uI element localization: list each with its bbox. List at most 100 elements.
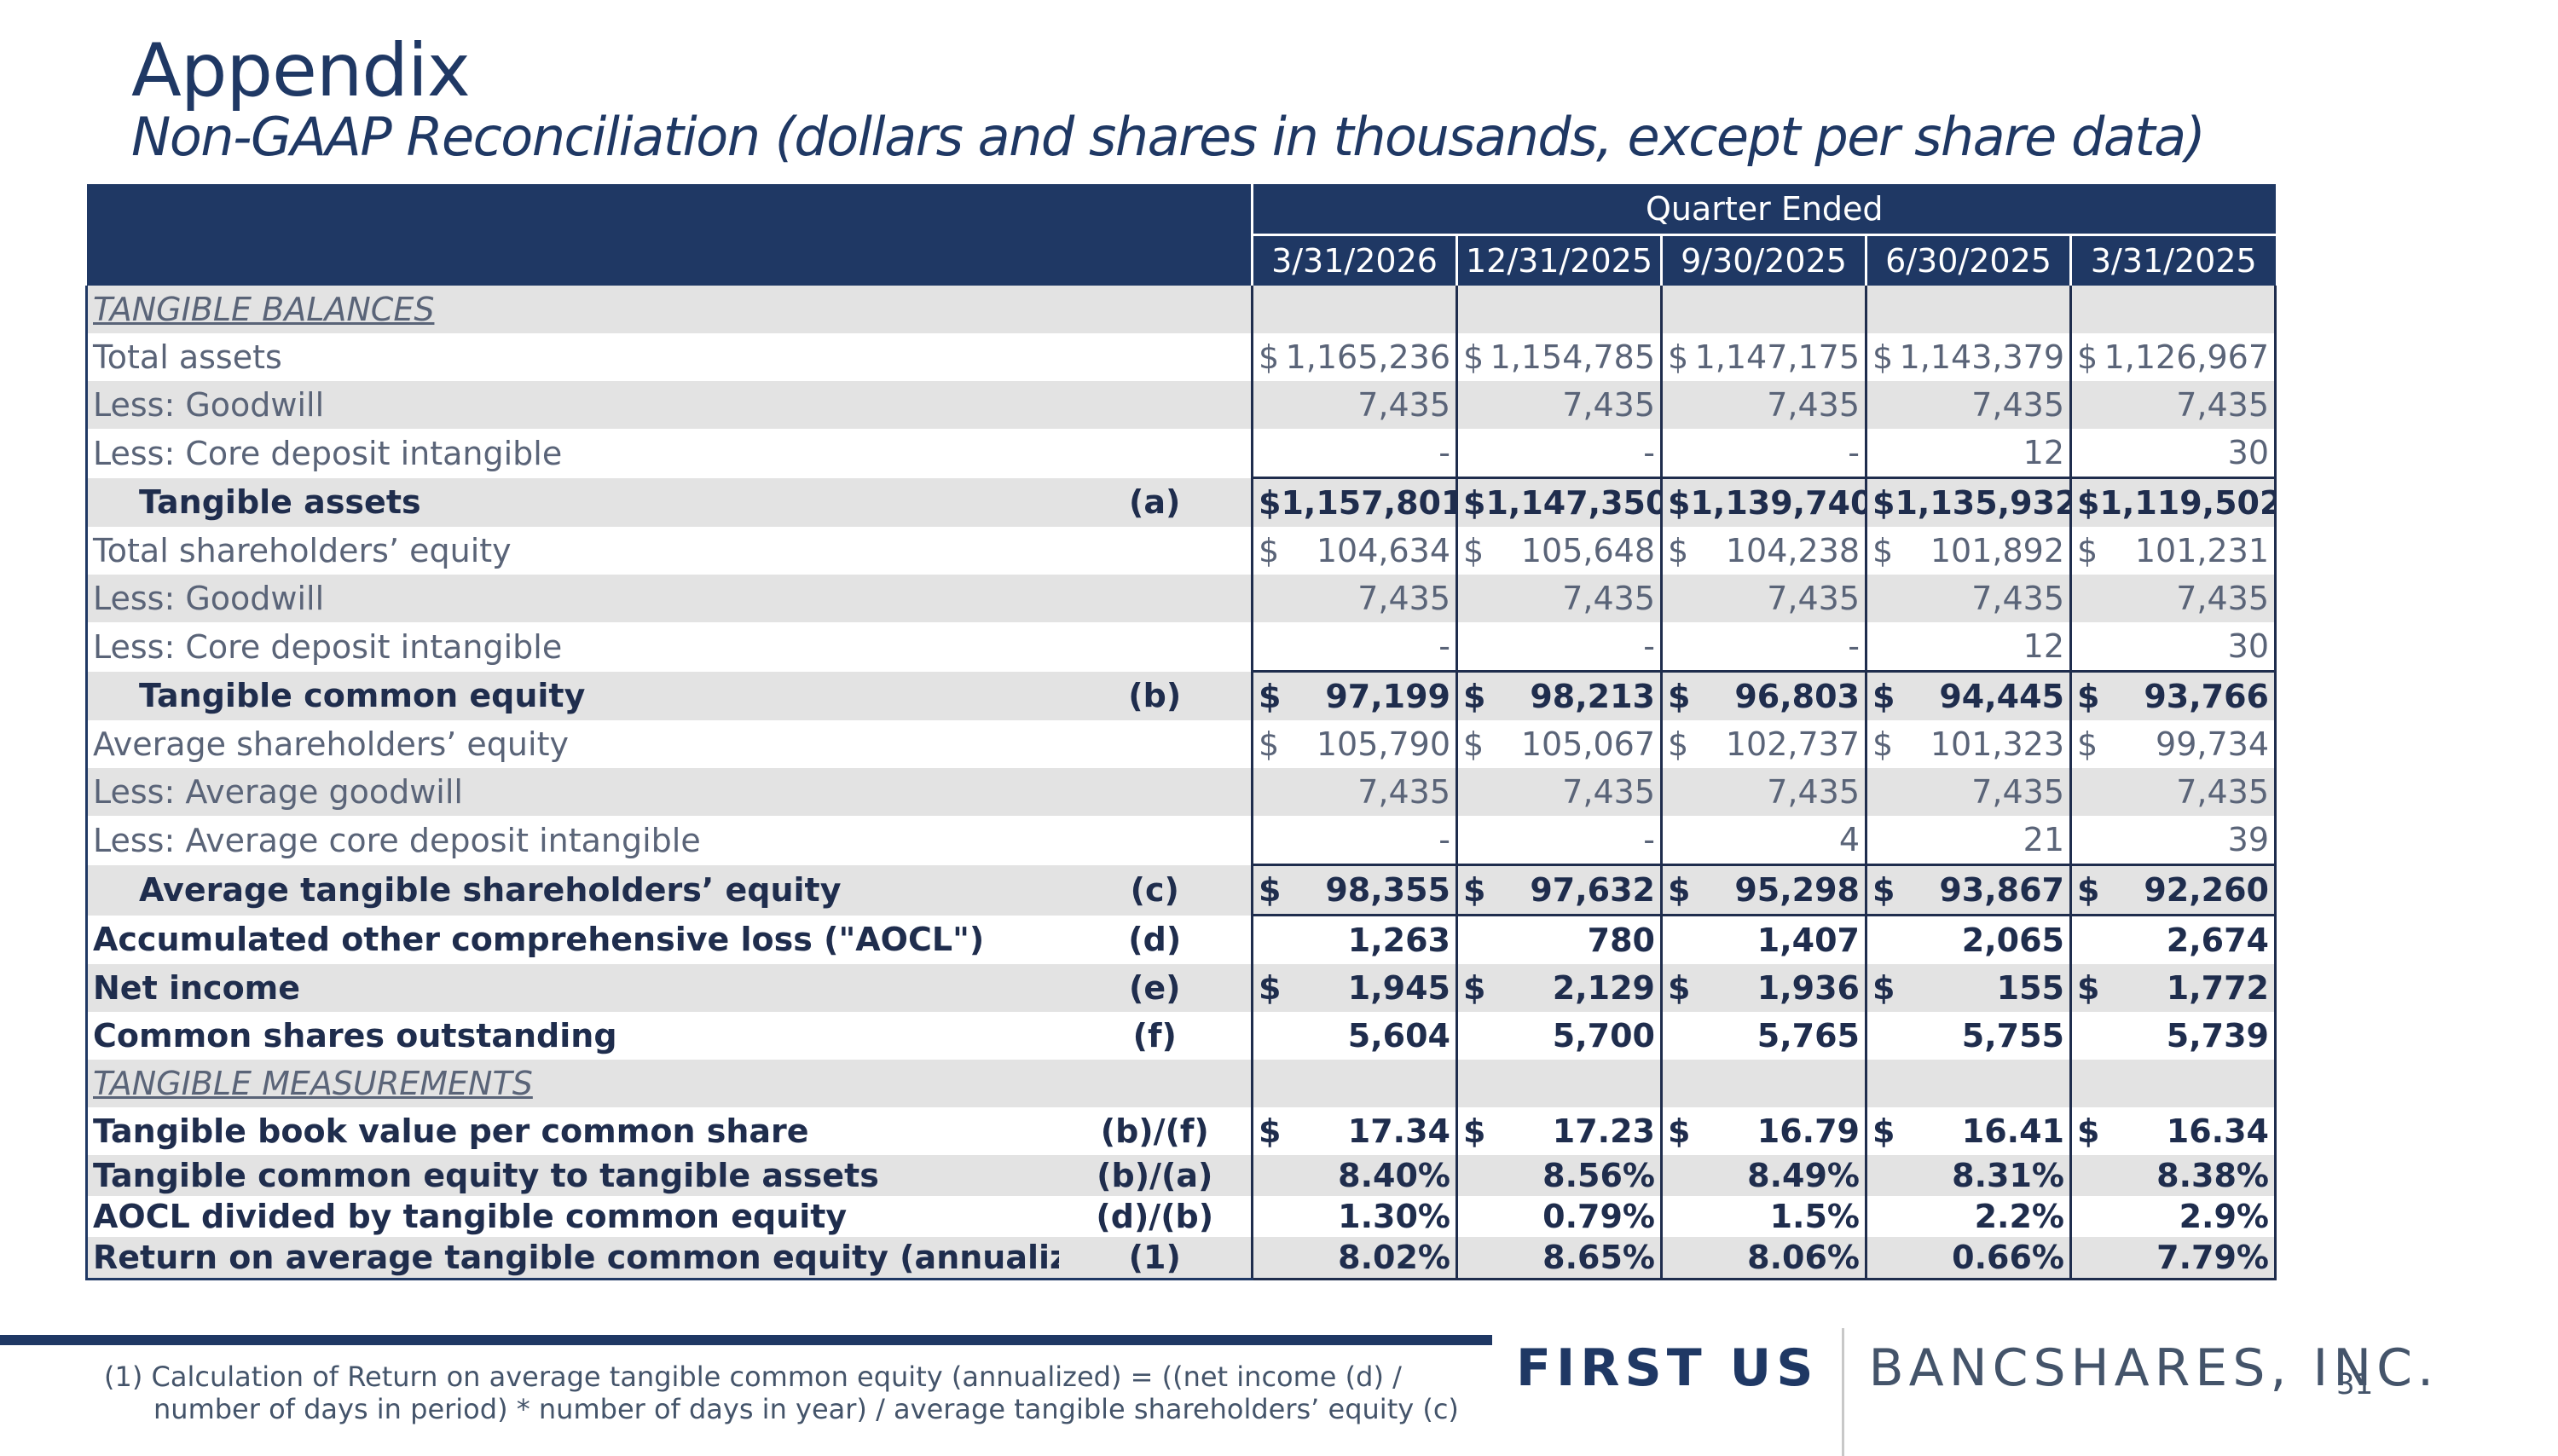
cell-value: 8.06% bbox=[1747, 1239, 1860, 1276]
value-cell: 8.65% bbox=[1456, 1237, 1662, 1280]
row-reference: (d)/(b) bbox=[1096, 1198, 1214, 1235]
cell-value: 5,755 bbox=[1961, 1017, 2064, 1054]
value-cell: 7,435 bbox=[1251, 381, 1457, 429]
table-row: Net income (e) $1,945 $2,129 $1,936 $155 $1,77… bbox=[85, 964, 2277, 1012]
row-label: Less: Goodwill bbox=[85, 381, 1059, 429]
value-cell bbox=[1660, 1060, 1866, 1107]
value-cell: $101,323 bbox=[1865, 720, 2071, 768]
footnote-line-2: number of days in period) * number of da… bbox=[153, 1393, 1459, 1425]
value-cell: 5,755 bbox=[1865, 1012, 2071, 1060]
cell-value: 1,936 bbox=[1756, 969, 1860, 1007]
row-label: Common shares outstanding bbox=[85, 1012, 1059, 1060]
cell-value: 8.38% bbox=[2156, 1157, 2269, 1194]
value-cell: 39 bbox=[2069, 816, 2277, 865]
value-cell: 7,435 bbox=[1660, 768, 1866, 816]
row-label: Total assets bbox=[85, 333, 1059, 381]
footnote: (1) Calculation of Return on average tan… bbox=[104, 1361, 1459, 1425]
currency-symbol: $ bbox=[1463, 678, 1486, 715]
value-cell: $105,648 bbox=[1456, 527, 1662, 575]
row-reference bbox=[1058, 381, 1253, 429]
value-cell: 2,674 bbox=[2069, 914, 2277, 964]
footnote-line-1: (1) Calculation of Return on average tan… bbox=[104, 1361, 1402, 1393]
cell-value: 1,147,175 bbox=[1694, 338, 1860, 376]
page-subtitle: Non-GAAP Reconciliation (dollars and sha… bbox=[131, 106, 2206, 168]
table-row: Less: Core deposit intangible - - - 12 30 bbox=[85, 429, 2277, 478]
currency-symbol: $ bbox=[1872, 338, 1894, 376]
cell-value: 7,435 bbox=[1562, 580, 1655, 617]
cell-value: 97,632 bbox=[1530, 871, 1655, 909]
cell-value: 7,435 bbox=[1971, 386, 2064, 424]
value-cell: $1,945 bbox=[1251, 964, 1457, 1012]
row-label: Total shareholders’ equity bbox=[85, 527, 1059, 575]
value-cell: 1,407 bbox=[1660, 914, 1866, 964]
currency-symbol: $ bbox=[1872, 532, 1894, 569]
row-reference: (f) bbox=[1132, 1017, 1177, 1054]
currency-symbol: $ bbox=[1668, 678, 1691, 715]
value-cell: 8.56% bbox=[1456, 1155, 1662, 1196]
value-cell: $1,139,740 bbox=[1660, 477, 1866, 527]
currency-symbol: $ bbox=[2077, 725, 2098, 763]
column-header: 6/30/2025 bbox=[1865, 234, 2071, 286]
row-reference: (d) bbox=[1128, 921, 1182, 959]
value-cell bbox=[1251, 286, 1457, 333]
value-cell: $94,445 bbox=[1865, 670, 2071, 720]
cell-value: - bbox=[1643, 434, 1655, 471]
currency-symbol: $ bbox=[1668, 338, 1689, 376]
row-reference bbox=[1059, 429, 1253, 478]
value-cell: $17.23 bbox=[1456, 1107, 1662, 1155]
value-cell: $1,157,801 bbox=[1251, 477, 1457, 527]
value-cell: $104,634 bbox=[1251, 527, 1457, 575]
value-cell: 5,604 bbox=[1251, 1012, 1457, 1060]
cell-value: 1,126,967 bbox=[2104, 338, 2269, 376]
value-cell: - bbox=[1660, 429, 1866, 478]
value-cell: 1.5% bbox=[1660, 1196, 1866, 1237]
cell-value: 94,445 bbox=[1939, 678, 2064, 715]
value-cell: $2,129 bbox=[1456, 964, 1662, 1012]
row-label: Less: Core deposit intangible bbox=[85, 429, 1059, 478]
value-cell: 7,435 bbox=[1456, 381, 1662, 429]
value-cell: $1,165,236 bbox=[1251, 333, 1457, 381]
cell-value: 8.40% bbox=[1338, 1157, 1450, 1194]
row-reference: (1) bbox=[1058, 1237, 1253, 1280]
cell-value: 1.30% bbox=[1338, 1198, 1450, 1235]
currency-symbol: $ bbox=[2077, 678, 2100, 715]
value-cell: - bbox=[1251, 429, 1457, 478]
currency-symbol: $ bbox=[1872, 725, 1894, 763]
table-row: Total assets $1,165,236 $1,154,785 $1,147,1… bbox=[85, 333, 2277, 381]
row-label: Accumulated other comprehensive loss ("A… bbox=[85, 915, 1059, 964]
cell-value: 7,435 bbox=[1357, 386, 1450, 424]
cell-value: 780 bbox=[1587, 922, 1655, 959]
row-reference bbox=[1059, 333, 1253, 381]
value-cell: 21 bbox=[1865, 816, 2071, 865]
table-row: Common shares outstanding (f) 5,604 5,700 5,… bbox=[85, 1012, 2277, 1060]
value-cell: 7,435 bbox=[2069, 768, 2277, 816]
currency-symbol: $ bbox=[1668, 725, 1689, 763]
table-row: Average shareholders’ equity $105,790 $105… bbox=[85, 720, 2277, 768]
currency-symbol: $ bbox=[1463, 338, 1484, 376]
cell-value: 7,435 bbox=[1971, 773, 2064, 811]
currency-symbol: $ bbox=[1259, 1112, 1282, 1150]
value-cell bbox=[1865, 1060, 2071, 1107]
cell-value: 105,067 bbox=[1520, 725, 1655, 763]
value-cell bbox=[2069, 286, 2277, 333]
cell-value: 8.65% bbox=[1542, 1239, 1655, 1276]
value-cell bbox=[1251, 1060, 1457, 1107]
cell-value: 8.02% bbox=[1338, 1239, 1450, 1276]
cell-value: 17.23 bbox=[1552, 1112, 1655, 1150]
table-row: Less: Core deposit intangible - - - 12 30 bbox=[85, 622, 2277, 672]
cell-value: 7,435 bbox=[2176, 386, 2269, 424]
row-label: Less: Average core deposit intangible bbox=[85, 816, 1059, 865]
row-label: Tangible common equity bbox=[85, 671, 1059, 720]
page-number: 31 bbox=[2336, 1367, 2374, 1401]
cell-value: 1,154,785 bbox=[1490, 338, 1655, 376]
currency-symbol: $ bbox=[1463, 1112, 1486, 1150]
value-cell: 12 bbox=[1865, 429, 2071, 478]
header-blank bbox=[86, 184, 1253, 286]
row-reference bbox=[1059, 816, 1253, 865]
currency-symbol: $ bbox=[1259, 338, 1280, 376]
table-row: Less: Average core deposit intangible - - 4… bbox=[85, 816, 2277, 865]
value-cell: 30 bbox=[2069, 622, 2277, 672]
column-header: 12/31/2025 bbox=[1456, 234, 1662, 286]
value-cell: $105,790 bbox=[1251, 720, 1457, 768]
value-cell: 8.40% bbox=[1251, 1155, 1457, 1196]
